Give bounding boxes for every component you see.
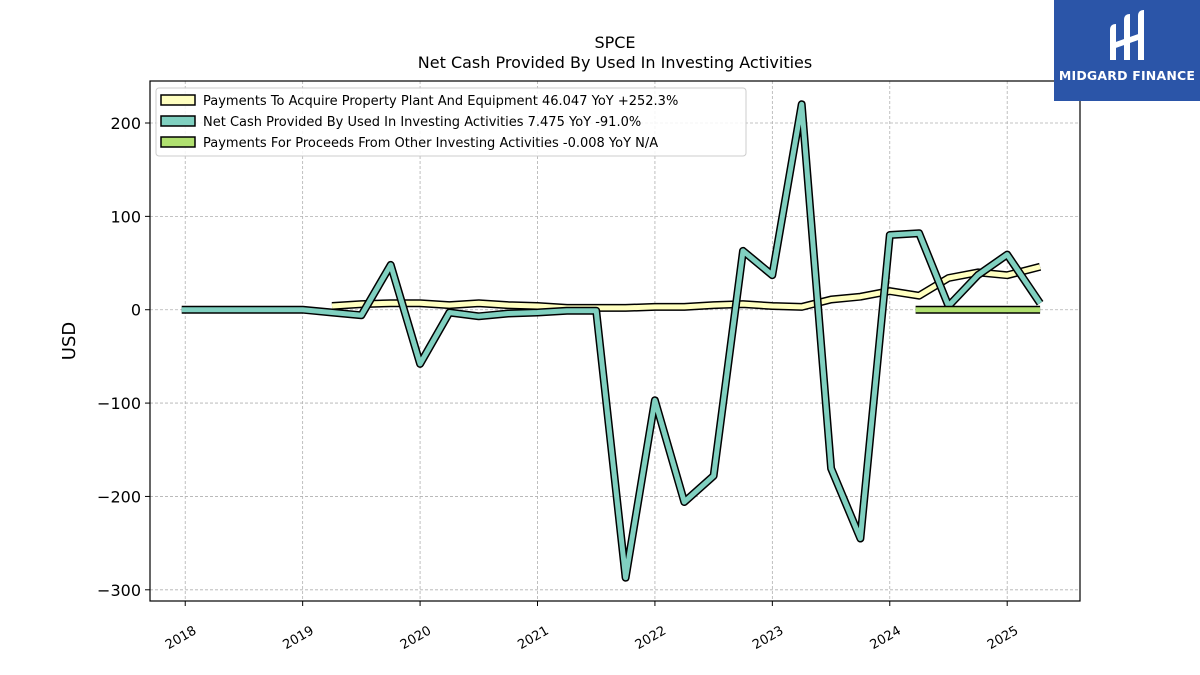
chart-subtitle: Net Cash Provided By Used In Investing A… xyxy=(418,53,812,72)
legend-label-net-investing: Net Cash Provided By Used In Investing A… xyxy=(203,115,641,130)
series-layer xyxy=(181,100,1044,582)
legend-label-capex: Payments To Acquire Property Plant And E… xyxy=(203,94,678,109)
plot-frame xyxy=(149,80,1081,602)
x-tick-label: 2018 xyxy=(163,623,199,653)
x-tick-label: 2019 xyxy=(280,623,316,653)
legend-frame xyxy=(155,87,747,157)
brand-name: MIDGARD FINANCE xyxy=(1058,68,1196,83)
y-tick-label: 200 xyxy=(110,114,141,133)
y-axis-label: USD xyxy=(59,322,80,360)
chart-title: SPCE xyxy=(594,33,635,52)
y-tick-label: 100 xyxy=(110,207,141,226)
axes: −300 −200 −100 0 100 200 2018 2019 2020 2021 2022 2… xyxy=(97,114,1021,653)
x-tick-label: 2021 xyxy=(515,623,551,653)
series-outline-net-investing xyxy=(181,100,1044,582)
legend-swatch-capex xyxy=(160,94,196,106)
y-tick-label: 0 xyxy=(131,301,141,320)
brand-mark-icon xyxy=(1110,10,1144,60)
legend-label-other-investing: Payments For Proceeds From Other Investi… xyxy=(203,136,658,151)
x-tick-label: 2024 xyxy=(868,623,904,653)
legend-swatch-net-investing xyxy=(160,115,196,127)
legend: Payments To Acquire Property Plant And E… xyxy=(155,87,747,157)
y-tick-label: −100 xyxy=(97,394,141,413)
series-line-capex xyxy=(331,264,1041,311)
y-tick-label: −200 xyxy=(97,487,141,506)
x-tick-label: 2020 xyxy=(398,623,434,653)
y-tick-label: −300 xyxy=(97,581,141,600)
legend-swatch-other-investing xyxy=(160,136,196,148)
series-line-net-investing xyxy=(181,101,1043,581)
brand-logo: MIDGARD FINANCE xyxy=(1054,0,1200,101)
grid xyxy=(150,81,1080,601)
x-tick-label: 2025 xyxy=(985,623,1021,653)
x-tick-label: 2023 xyxy=(750,623,786,653)
x-tick-label: 2022 xyxy=(633,623,669,653)
